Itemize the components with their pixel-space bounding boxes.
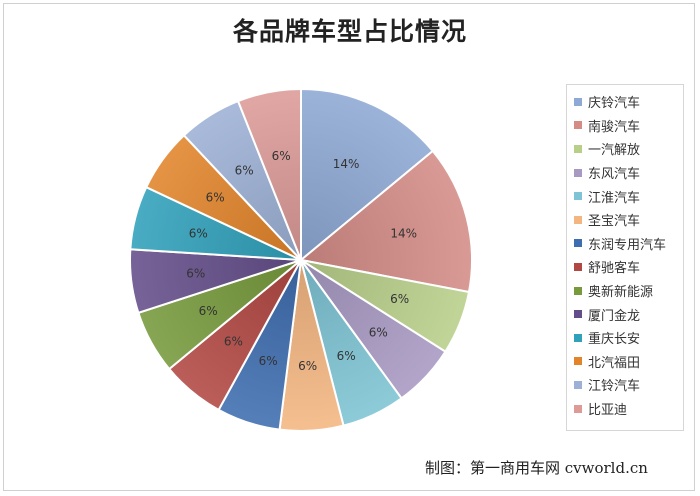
slice-label: 6%: [259, 354, 278, 368]
legend-swatch: [574, 310, 582, 319]
legend-label: 奥新新能源: [588, 285, 654, 301]
legend-item: 东风汽车: [567, 161, 683, 185]
legend-item: 一汽解放: [567, 137, 683, 161]
legend-swatch: [574, 239, 582, 248]
legend-item: 北汽福田: [567, 350, 683, 374]
legend-label: 北汽福田: [588, 355, 641, 371]
slice-label: 14%: [390, 227, 417, 241]
chart-title: 各品牌车型占比情况: [232, 17, 467, 46]
source-credit: 制图：第一商用车网 cvworld.cn: [425, 459, 648, 477]
legend-swatch: [574, 357, 582, 366]
legend-swatch: [574, 333, 582, 342]
legend-label: 江铃汽车: [588, 379, 641, 395]
pie-slice: [298, 149, 473, 294]
legend-swatch: [574, 404, 582, 413]
legend-item: 厦门金龙: [567, 302, 683, 326]
legend-swatch: [574, 380, 582, 389]
pie-slice: [236, 87, 302, 261]
legend-label: 南骏汽车: [588, 119, 641, 135]
legend-label: 江淮汽车: [588, 190, 641, 206]
legend-swatch: [574, 168, 582, 177]
slice-label: 6%: [298, 359, 317, 373]
slice-label: 6%: [272, 149, 291, 163]
legend-label: 庆铃汽车: [588, 96, 641, 112]
legend-item: 南骏汽车: [567, 114, 683, 138]
legend-item: 重庆长安: [567, 326, 683, 350]
legend-swatch: [574, 215, 582, 224]
legend-item: 江铃汽车: [567, 373, 683, 397]
slice-label: 6%: [189, 227, 208, 241]
slice-label: 6%: [186, 266, 205, 280]
pie-slice: [300, 87, 435, 263]
legend-label: 舒驰客车: [588, 261, 641, 277]
legend-label: 东润专用汽车: [588, 237, 667, 253]
legend-swatch: [574, 144, 582, 153]
slice-label: 6%: [235, 164, 254, 178]
legend-label: 圣宝汽车: [588, 214, 641, 230]
slice-label: 6%: [224, 335, 243, 349]
legend-label: 重庆长安: [588, 332, 641, 348]
slice-label: 6%: [199, 304, 218, 318]
legend: 庆铃汽车南骏汽车一汽解放东风汽车江淮汽车圣宝汽车东润专用汽车 舒驰客车奥新新能源厦…: [566, 84, 684, 431]
slice-label: 6%: [206, 191, 225, 205]
legend-item: 东润专用汽车: [567, 232, 683, 256]
legend-item: 比亚迪: [567, 397, 683, 421]
legend-label: 一汽解放: [588, 143, 641, 159]
legend-item: 江淮汽车: [567, 184, 683, 208]
legend-label: 比亚迪: [588, 403, 628, 419]
legend-swatch: [574, 286, 582, 295]
legend-swatch: [574, 121, 582, 130]
slice-label: 6%: [337, 349, 356, 363]
legend-item: 圣宝汽车: [567, 208, 683, 232]
slice-label: 14%: [333, 157, 360, 171]
legend-item: 舒驰客车: [567, 255, 683, 279]
legend-item: 庆铃汽车: [567, 90, 683, 114]
slice-label: 6%: [390, 292, 409, 306]
legend-item: 奥新新能源: [567, 279, 683, 303]
legend-swatch: [574, 262, 582, 271]
slice-label: 6%: [369, 326, 388, 340]
legend-swatch: [574, 97, 582, 106]
legend-label: 东风汽车: [588, 167, 641, 183]
legend-swatch: [574, 192, 582, 201]
legend-label: 厦门金龙: [588, 308, 641, 324]
